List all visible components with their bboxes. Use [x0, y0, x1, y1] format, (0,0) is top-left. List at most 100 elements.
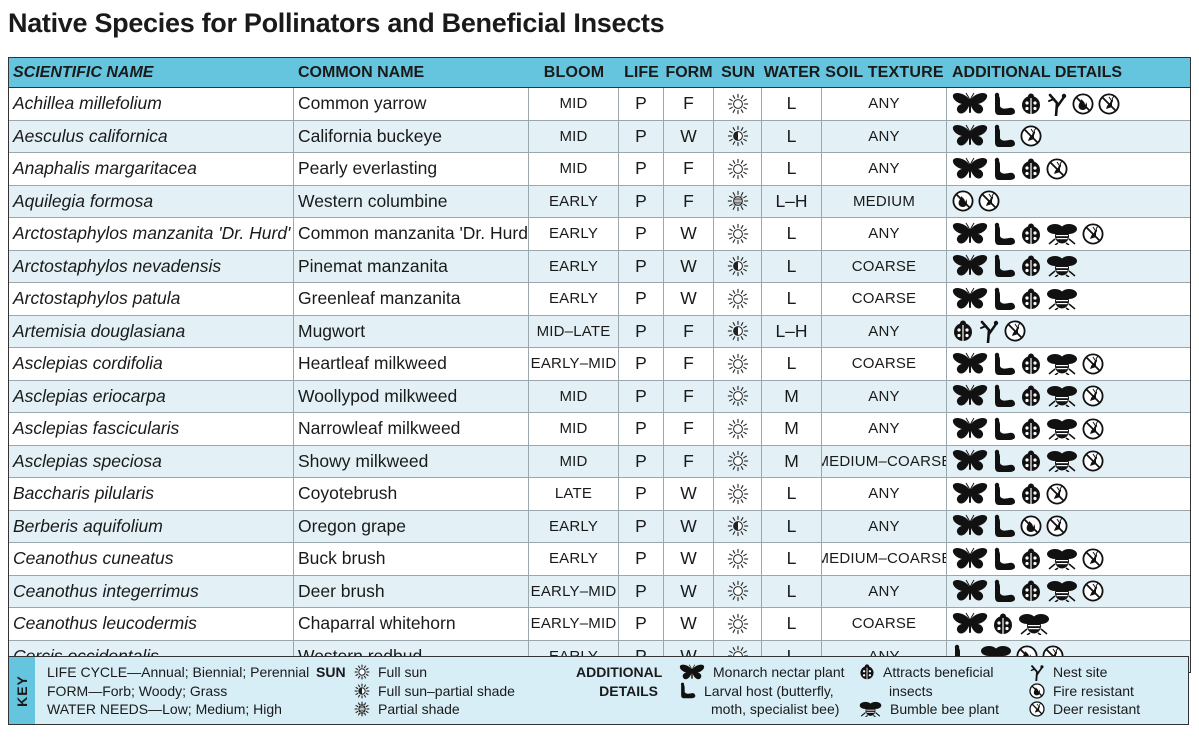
soil-texture-cell: MEDIUM: [822, 185, 947, 217]
bloom-cell: MID: [529, 88, 619, 120]
deer-resistant-icon: [1098, 93, 1120, 115]
soil-texture-cell: COARSE: [822, 608, 947, 640]
key-col-1: Monarch nectar plant Larval host (butter…: [679, 663, 845, 719]
form-cell: F: [664, 348, 714, 380]
full-sun-icon: [727, 548, 749, 570]
table-row: Baccharis pilularis Coyotebrush LATE P W L ANY: [9, 478, 1190, 511]
key-life-cycle: LIFE CYCLE—Annual; Biennial; Perennial: [47, 664, 310, 680]
common-name-cell: Greenleaf manzanita: [294, 283, 529, 315]
sun-cell: [714, 315, 762, 347]
bloom-cell: MID: [529, 413, 619, 445]
monarch-butterfly-icon: [952, 514, 988, 538]
nest-site-icon: [1046, 92, 1068, 116]
scientific-name-cell: Asclepias speciosa: [9, 445, 294, 477]
full-sun-partial-shade-icon: [727, 255, 749, 277]
form-cell: F: [664, 445, 714, 477]
scientific-name-cell: Achillea millefolium: [9, 88, 294, 120]
caterpillar-icon: [992, 222, 1016, 246]
water-cell: L: [762, 478, 822, 510]
bumble-bee-icon: [1046, 288, 1078, 310]
key-monarch: Monarch nectar plant: [679, 663, 845, 682]
caterpillar-icon: [679, 682, 696, 699]
monarch-butterfly-icon: [952, 222, 988, 246]
common-name-cell: Western columbine: [294, 185, 529, 217]
bumble-bee-icon: [859, 701, 882, 718]
table-row: Asclepias fascicularis Narrowleaf milkwee…: [9, 413, 1190, 446]
life-cycle-cell: P: [619, 218, 664, 250]
table-row: Anaphalis margaritacea Pearly everlasting…: [9, 153, 1190, 186]
life-cycle-cell: P: [619, 250, 664, 282]
water-cell: M: [762, 380, 822, 412]
life-cycle-cell: P: [619, 315, 664, 347]
key-beneficial: Attracts beneficial: [859, 663, 999, 682]
soil-texture-cell: COARSE: [822, 348, 947, 380]
sun-cell: [714, 153, 762, 185]
key-form: FORM—Forb; Woody; Grass: [47, 682, 228, 699]
key-fire: Fire resistant: [1029, 682, 1140, 701]
sun-cell: [714, 413, 762, 445]
caterpillar-icon: [992, 384, 1016, 408]
deer-resistant-icon: [1082, 450, 1104, 472]
form-cell: F: [664, 185, 714, 217]
monarch-butterfly-icon: [952, 612, 988, 636]
additional-details-cell: [947, 121, 1190, 153]
water-cell: L: [762, 348, 822, 380]
table-row: Asclepias eriocarpa Woollypod milkweed MID…: [9, 380, 1190, 413]
scientific-name-cell: Arctostaphylos nevadensis: [9, 250, 294, 282]
life-cycle-cell: P: [619, 608, 664, 640]
water-cell: L: [762, 543, 822, 575]
deer-resistant-icon: [1046, 483, 1068, 505]
additional-details-cell: [947, 348, 1190, 380]
header-water: WATER: [763, 63, 821, 81]
form-cell: W: [664, 218, 714, 250]
additional-details-cell: [947, 316, 1190, 348]
caterpillar-icon: [992, 352, 1016, 376]
additional-details-cell: [947, 446, 1190, 478]
monarch-butterfly-icon: [952, 384, 988, 408]
scientific-name-cell: Asclepias fascicularis: [9, 413, 294, 445]
deer-resistant-icon: [1082, 418, 1104, 440]
bumble-bee-icon: [1046, 450, 1078, 473]
bumble-bee-icon: [1046, 548, 1078, 570]
form-cell: F: [664, 315, 714, 347]
scientific-name-cell: Anaphalis margaritacea: [9, 153, 294, 185]
common-name-cell: Heartleaf milkweed: [294, 348, 529, 380]
form-cell: W: [664, 575, 714, 607]
partial-shade-icon: [727, 190, 749, 212]
monarch-butterfly-icon: [952, 287, 988, 311]
key-nest: Nest site: [1029, 663, 1140, 682]
life-cycle-cell: P: [619, 348, 664, 380]
fire-resistant-icon: [1020, 515, 1042, 537]
table-row: Ceanothus integerrimus Deer brush EARLY–MI…: [9, 575, 1190, 608]
monarch-butterfly-icon: [952, 579, 988, 603]
ladybug-icon: [1020, 93, 1042, 115]
deer-resistant-icon: [1082, 580, 1104, 602]
scientific-name-cell: Artemisia douglasiana: [9, 315, 294, 347]
deer-resistant-icon: [1082, 385, 1104, 407]
additional-details-cell: [947, 543, 1190, 575]
table-row: Asclepias speciosa Showy milkweed MID P F M ME…: [9, 445, 1190, 478]
bloom-cell: MID: [529, 380, 619, 412]
caterpillar-icon: [992, 287, 1016, 311]
table-row: Aesculus californica California buckeye MI…: [9, 120, 1190, 153]
soil-texture-cell: ANY: [822, 510, 947, 542]
fire-resistant-icon: [1072, 93, 1094, 115]
additional-details-cell: [947, 88, 1190, 120]
ladybug-icon: [1020, 580, 1042, 602]
key-larval-2: moth, specialist bee): [711, 701, 840, 717]
ladybug-icon: [1020, 223, 1042, 245]
water-cell: L–H: [762, 315, 822, 347]
bloom-cell: MID: [529, 120, 619, 152]
scientific-name-cell: Aquilegia formosa: [9, 185, 294, 217]
bloom-cell: EARLY–MID: [529, 348, 619, 380]
table-header-row: SCIENTIFIC NAME COMMON NAME BLOOM LIFE F…: [9, 58, 1190, 88]
scientific-name-cell: Ceanothus integerrimus: [9, 575, 294, 607]
deer-resistant-icon: [1004, 320, 1026, 342]
life-cycle-cell: P: [619, 153, 664, 185]
form-cell: W: [664, 608, 714, 640]
water-cell: L: [762, 575, 822, 607]
monarch-butterfly-icon: [952, 482, 988, 506]
sun-cell: [714, 218, 762, 250]
table-row: Arctostaphylos patula Greenleaf manzanita…: [9, 283, 1190, 316]
caterpillar-icon: [992, 417, 1016, 441]
